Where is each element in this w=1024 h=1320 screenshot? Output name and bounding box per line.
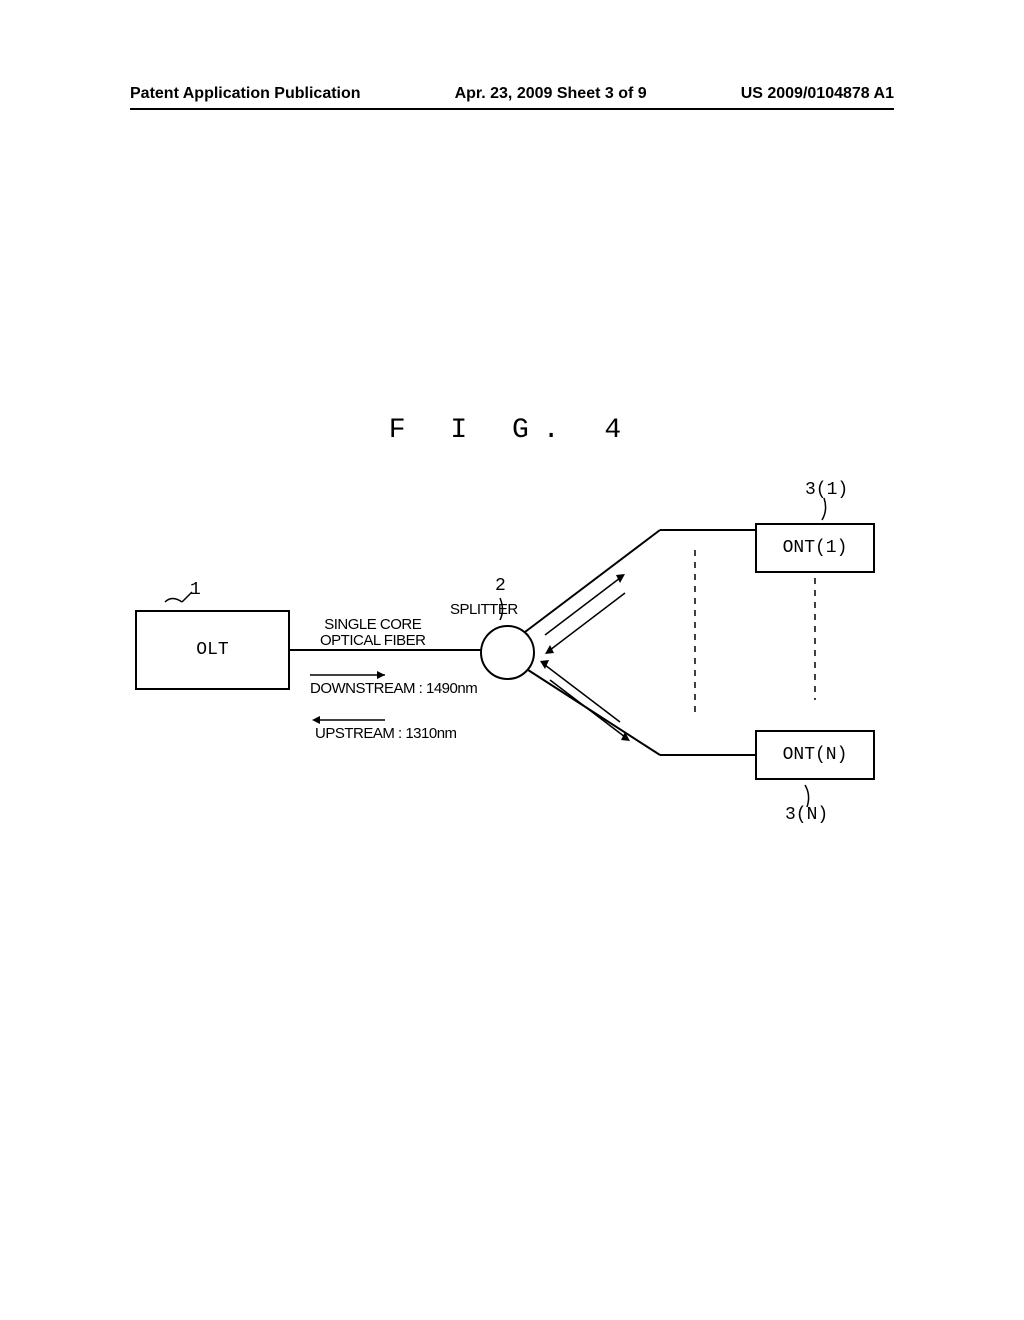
- header-rule: [130, 108, 894, 110]
- olt-box: OLT: [135, 610, 290, 690]
- downstream-label: DOWNSTREAM : 1490nm: [310, 680, 477, 697]
- splitter-node: [480, 625, 535, 680]
- fiber-label-line2: OPTICAL FIBER: [320, 633, 425, 649]
- header-center: Apr. 23, 2009 Sheet 3 of 9: [455, 85, 647, 103]
- header-left: Patent Application Publication: [130, 85, 361, 103]
- header-right: US 2009/0104878 A1: [741, 85, 894, 103]
- olt-label: OLT: [196, 640, 228, 660]
- ont1-label: ONT(1): [783, 538, 848, 558]
- diagram-container: OLT 1 2 SPLITTER ONT(1) 3(1) ONT(N) 3(N)…: [130, 480, 900, 850]
- fiber-label: SINGLE CORE OPTICAL FIBER: [320, 617, 425, 649]
- ontn-box: ONT(N): [755, 730, 875, 780]
- upstream-label: UPSTREAM : 1310nm: [315, 725, 457, 742]
- figure-title: F I G. 4: [0, 415, 1024, 446]
- ont1-ref: 3(1): [805, 480, 848, 500]
- splitter-ref: 2: [495, 576, 506, 596]
- fiber-label-line1: SINGLE CORE: [320, 617, 425, 633]
- splitter-label: SPLITTER: [450, 601, 518, 618]
- ont1-box: ONT(1): [755, 523, 875, 573]
- ontn-ref: 3(N): [785, 805, 828, 825]
- ontn-label: ONT(N): [783, 745, 848, 765]
- page-header: Patent Application Publication Apr. 23, …: [0, 85, 1024, 103]
- olt-ref: 1: [190, 580, 201, 600]
